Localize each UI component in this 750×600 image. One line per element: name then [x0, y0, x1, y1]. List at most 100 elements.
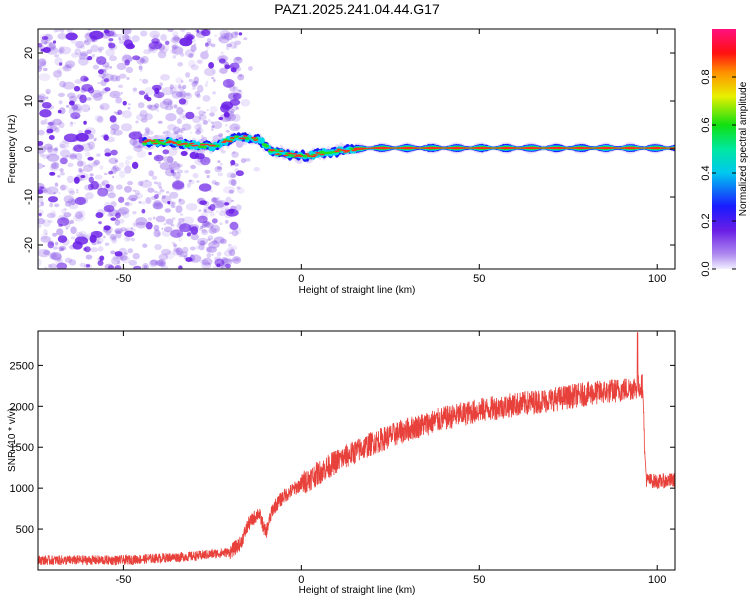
noise-blob [64, 63, 69, 69]
noise-blob-strong [97, 69, 104, 75]
noise-blob [49, 202, 54, 208]
noise-blob [209, 189, 213, 192]
noise-blob [230, 173, 237, 179]
noise-blob [173, 243, 177, 248]
snr-x-ticks: -50 0 50 100 [115, 331, 666, 586]
noise-blob [165, 108, 168, 111]
ridge-segment [229, 137, 235, 139]
noise-blob [204, 169, 211, 174]
noise-blob [197, 122, 203, 129]
noise-blob [75, 152, 83, 161]
noise-blob [203, 111, 206, 114]
noise-blob [39, 60, 47, 68]
noise-blob [42, 61, 46, 66]
noise-blob [189, 246, 196, 251]
noise-blob [135, 113, 147, 121]
noise-blob [223, 250, 233, 257]
noise-blob [66, 29, 73, 34]
noise-blob [38, 93, 46, 100]
noise-blob [127, 248, 134, 254]
noise-blob [58, 49, 63, 55]
noise-blob [136, 221, 147, 229]
noise-blob [42, 219, 51, 227]
noise-blob [38, 129, 45, 136]
ridge-segment [342, 151, 349, 153]
noise-blob [215, 199, 227, 207]
noise-blob [188, 53, 194, 59]
noise-blob [219, 238, 227, 245]
noise-blob [72, 105, 79, 111]
noise-blob [69, 121, 74, 127]
noise-blob [184, 169, 190, 174]
noise-blob [71, 52, 79, 58]
noise-blob-strong [74, 196, 86, 206]
noise-blob-strong [57, 235, 68, 243]
ridge-segment [150, 140, 156, 142]
noise-blob [38, 103, 43, 111]
noise-blob [97, 246, 104, 252]
noise-blob [185, 72, 191, 78]
noise-blob [48, 125, 54, 130]
noise-blob [119, 170, 126, 179]
noise-blob [63, 195, 75, 204]
snr-x-tick-label: -50 [115, 574, 131, 586]
noise-blob [161, 195, 166, 199]
noise-blob [173, 104, 178, 109]
noise-blob [110, 128, 116, 136]
noise-blob [156, 191, 162, 196]
noise-blob [38, 249, 51, 258]
ridge-segment [172, 142, 178, 144]
noise-blob [124, 252, 129, 256]
noise-blob [49, 164, 59, 172]
noise-blob [109, 235, 117, 242]
noise-blob-strong [224, 202, 230, 206]
noise-blob [180, 29, 186, 33]
noise-blob [209, 211, 215, 217]
noise-blob [51, 253, 63, 261]
noise-blob [206, 246, 217, 253]
noise-blob [134, 192, 144, 199]
noise-blob-strong [90, 180, 99, 190]
noise-blob [169, 191, 179, 199]
colorbar: 0.0 0.2 0.4 0.6 0.8 Normalized spectral ampl… [700, 29, 749, 277]
noise-blob [41, 154, 50, 160]
snr-y-tick-label: 2500 [10, 360, 34, 372]
noise-blob [171, 46, 184, 55]
noise-blob [144, 113, 153, 120]
noise-blob [133, 145, 143, 152]
noise-blob [197, 59, 204, 65]
noise-blob-strong [124, 59, 130, 66]
noise-blob [54, 203, 60, 208]
noise-blob [231, 113, 241, 122]
ridge-segment [312, 154, 319, 156]
ridge-segment [340, 149, 346, 152]
snr-x-tick-label: 100 [648, 574, 666, 586]
noise-blob [124, 201, 133, 207]
noise-blob [171, 201, 176, 206]
noise-blob-strong [47, 196, 59, 203]
noise-blob-strong [99, 255, 105, 261]
noise-blob [196, 128, 202, 132]
noise-blob [45, 88, 51, 95]
noise-blob-strong [115, 212, 121, 219]
spectrogram-x-tick-label: 0 [298, 273, 304, 285]
noise-blob [145, 196, 152, 205]
noise-blob [195, 130, 202, 135]
noise-blob [44, 118, 48, 122]
noise-blob-strong [229, 221, 239, 231]
noise-blob [114, 159, 118, 163]
noise-blob [178, 198, 182, 202]
noise-blob [99, 105, 105, 110]
noise-blob [153, 202, 164, 210]
noise-blob [94, 137, 98, 140]
ridge-segment [176, 140, 182, 144]
noise-blob [135, 120, 139, 124]
noise-blob [67, 187, 75, 194]
noise-blob [50, 210, 57, 218]
noise-blob [69, 105, 77, 111]
noise-blob [59, 140, 70, 150]
noise-blob [88, 107, 91, 110]
noise-blob [142, 243, 148, 248]
noise-blob [196, 93, 201, 99]
noise-blob [171, 90, 183, 99]
